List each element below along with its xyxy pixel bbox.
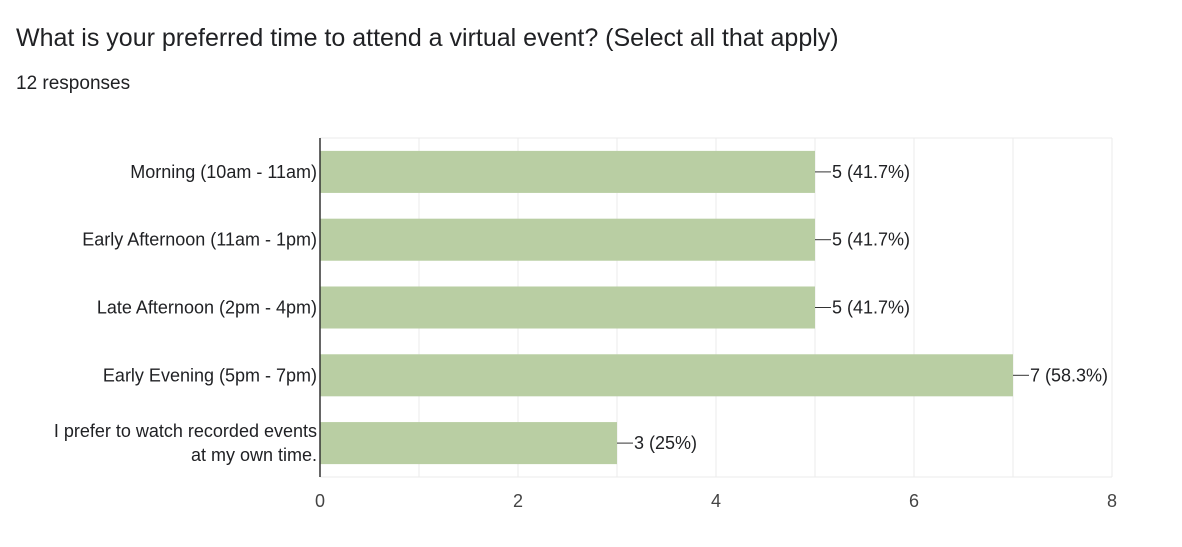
category-label: Early Afternoon (11am - 1pm)	[82, 230, 317, 250]
bar	[320, 422, 617, 465]
category-label-line: at my own time.	[191, 445, 317, 465]
bar	[320, 150, 815, 193]
data-label: 7 (58.3%)	[1030, 365, 1108, 385]
data-label: 3 (25%)	[634, 433, 697, 453]
category-label: Morning (10am - 11am)	[130, 162, 317, 182]
bar	[320, 286, 815, 329]
chart-bars	[320, 150, 1013, 465]
response-count: 12 responses	[16, 73, 131, 94]
data-label: 5 (41.7%)	[832, 230, 910, 250]
category-label-line: Late Afternoon (2pm - 4pm)	[97, 298, 317, 318]
category-label: I prefer to watch recorded events at my o…	[54, 421, 317, 465]
category-label-line: I prefer to watch recorded events	[54, 421, 317, 441]
x-tick-label: 0	[315, 491, 325, 511]
question-title: What is your preferred time to attend a …	[16, 24, 839, 52]
bar	[320, 218, 815, 261]
x-tick-label: 2	[513, 491, 523, 511]
category-label-line: Early Afternoon (11am - 1pm)	[82, 230, 317, 250]
x-tick-label: 4	[711, 491, 721, 511]
category-label-line: Early Evening (5pm - 7pm)	[103, 365, 317, 385]
data-label: 5 (41.7%)	[832, 298, 910, 318]
chart-data-labels: 5 (41.7%) 5 (41.7%) 5 (41.7%) 7 (58.3%) 3 (2…	[617, 162, 1108, 453]
category-label: Early Evening (5pm - 7pm)	[103, 365, 317, 385]
category-label-line: Morning (10am - 11am)	[130, 162, 317, 182]
chart-x-ticks: 0 2 4 6 8	[315, 491, 1117, 511]
chart-category-labels: Morning (10am - 11am) Early Afternoon (11…	[54, 162, 317, 465]
category-label: Late Afternoon (2pm - 4pm)	[97, 298, 317, 318]
data-label: 5 (41.7%)	[832, 162, 910, 182]
bar	[320, 354, 1013, 397]
x-tick-label: 8	[1107, 491, 1117, 511]
x-tick-label: 6	[909, 491, 919, 511]
